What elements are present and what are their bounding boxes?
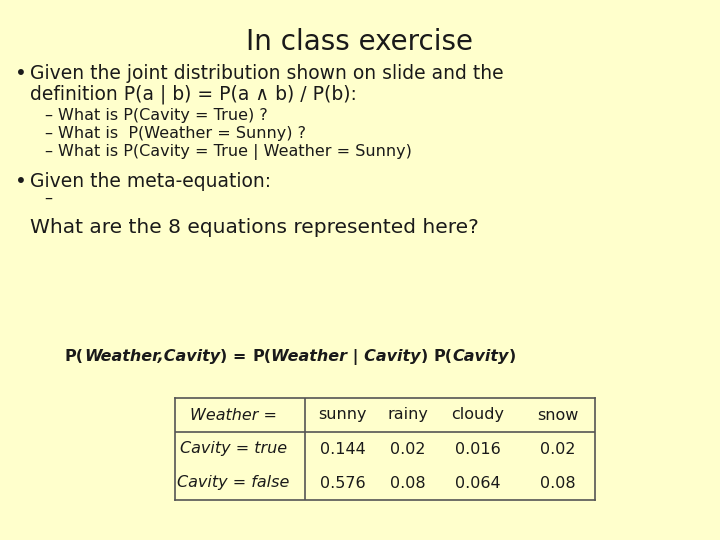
Text: snow: snow <box>537 408 578 422</box>
Text: What are the 8 equations represented here?: What are the 8 equations represented her… <box>30 218 479 237</box>
Text: Weather | Cavity: Weather | Cavity <box>271 349 420 365</box>
Text: cloudy: cloudy <box>451 408 504 422</box>
Text: ) =: ) = <box>220 349 252 364</box>
Text: –: – <box>44 144 52 159</box>
Text: What is  P(Weather = Sunny) ?: What is P(Weather = Sunny) ? <box>58 126 306 141</box>
Text: 0.02: 0.02 <box>390 442 426 456</box>
Text: Cavity = false: Cavity = false <box>177 476 289 490</box>
Text: Weather =: Weather = <box>190 408 277 422</box>
Text: In class exercise: In class exercise <box>246 28 474 56</box>
Text: Weather,Cavity: Weather,Cavity <box>84 349 220 364</box>
Text: ): ) <box>420 349 433 364</box>
Text: sunny: sunny <box>318 408 366 422</box>
Text: P(: P( <box>65 349 84 364</box>
Text: •: • <box>15 172 27 191</box>
Text: 0.08: 0.08 <box>540 476 575 490</box>
Text: 0.144: 0.144 <box>320 442 365 456</box>
Text: What is P(Cavity = True) ?: What is P(Cavity = True) ? <box>58 108 268 123</box>
Text: 0.016: 0.016 <box>454 442 500 456</box>
Text: P(: P( <box>433 349 452 364</box>
Text: Cavity: Cavity <box>452 349 509 364</box>
Text: P(: P( <box>252 349 271 364</box>
Text: •: • <box>15 64 27 83</box>
Text: What is P(Cavity = True | Weather = Sunny): What is P(Cavity = True | Weather = Sunn… <box>58 144 412 160</box>
Text: 0.02: 0.02 <box>540 442 575 456</box>
Text: ): ) <box>509 349 516 364</box>
Text: Given the joint distribution shown on slide and the: Given the joint distribution shown on sl… <box>30 64 503 83</box>
Text: –: – <box>44 108 52 123</box>
Text: rainy: rainy <box>387 408 428 422</box>
Text: Given the meta-equation:: Given the meta-equation: <box>30 172 271 191</box>
Text: 0.576: 0.576 <box>320 476 365 490</box>
Text: definition P(a | b) = P(a ∧ b) / P(b):: definition P(a | b) = P(a ∧ b) / P(b): <box>30 85 357 105</box>
Text: 0.08: 0.08 <box>390 476 426 490</box>
Text: –: – <box>44 126 52 141</box>
Text: Cavity = true: Cavity = true <box>180 442 287 456</box>
Text: –: – <box>44 191 52 206</box>
Text: 0.064: 0.064 <box>455 476 500 490</box>
